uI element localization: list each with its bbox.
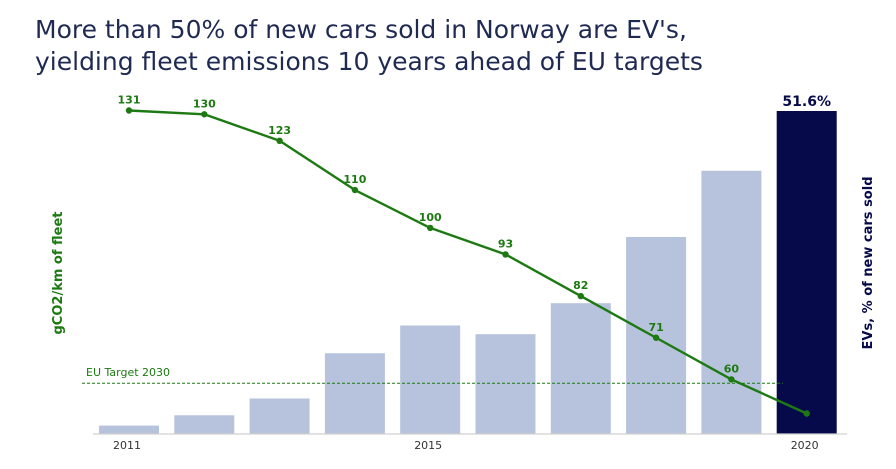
x-tick-label: 2020 [791, 439, 819, 452]
chart-title: More than 50% of new cars sold in Norway… [35, 14, 875, 78]
ev-share-bar [174, 415, 235, 434]
ev-share-bar [324, 353, 385, 434]
fleet-emissions-data-label: 60 [724, 362, 740, 375]
ev-share-bar [550, 303, 611, 434]
fleet-emissions-point [125, 107, 133, 114]
fleet-emissions-data-label: 130 [193, 97, 216, 110]
chart-title-line-2: yielding fleet emissions 10 years ahead … [35, 47, 703, 76]
fleet-emissions-data-label: 82 [573, 279, 588, 292]
fleet-emissions-data-label: 100 [419, 211, 442, 224]
eu-target-label: EU Target 2030 [86, 366, 170, 379]
fleet-emissions-point [351, 186, 359, 194]
ev-share-data-label: 51.6% [782, 94, 831, 110]
y2-axis-label: EVs, % of new cars sold [861, 177, 876, 350]
fleet-emissions-point [201, 111, 208, 118]
fleet-emissions-data-label: 131 [118, 94, 141, 107]
fleet-emissions-data-label: 110 [343, 173, 366, 186]
ev-share-bar [701, 170, 762, 434]
ev-share-bar [475, 334, 536, 434]
fleet-emissions-point [276, 137, 283, 144]
chart-title-line-1: More than 50% of new cars sold in Norway… [35, 15, 687, 44]
fleet-emissions-point [728, 376, 735, 383]
fleet-emissions-line [128, 109, 808, 415]
ev-share-bar-highlight [776, 111, 837, 434]
ev-share-bar [400, 325, 461, 434]
fleet-emissions-point [427, 224, 434, 232]
fleet-emissions-point [577, 292, 584, 300]
ev-share-bar [249, 398, 310, 434]
fleet-emissions-data-label: 71 [648, 321, 663, 334]
y-axis-label: gCO2/km of fleet [51, 211, 66, 334]
fleet-emissions-point [502, 251, 509, 258]
fleet-emissions-data-label: 123 [268, 124, 291, 137]
ev-share-bar [99, 425, 159, 434]
fleet-emissions-data-label: 93 [498, 237, 513, 250]
fleet-emissions-point [803, 410, 810, 417]
x-tick-label: 2015 [414, 439, 442, 452]
x-tick-label: 2011 [113, 439, 141, 452]
fleet-emissions-point [652, 334, 660, 341]
